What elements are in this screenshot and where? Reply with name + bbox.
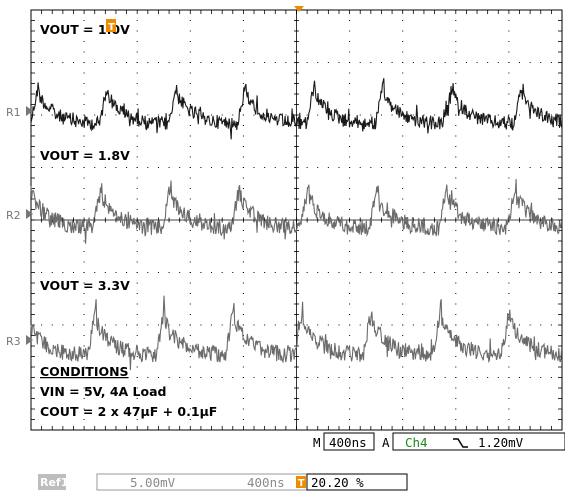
trigger-t-icon: T: [106, 19, 116, 33]
timebase-status-bar: M 400ns A Ch4 1.20mV: [313, 432, 565, 451]
trigger-position-marker-icon: [294, 6, 304, 12]
graticule: [30, 9, 563, 431]
timebase-box: [323, 432, 375, 451]
trace-label-r1: VOUT = 1.0V: [40, 22, 130, 37]
waveforms: [30, 78, 563, 371]
trigger-box: [392, 432, 565, 451]
trigger-channel: Ch4: [405, 435, 428, 450]
waveform-r3: [30, 295, 563, 371]
ref-scale: 5.00mV: [130, 475, 176, 490]
waveform-r2: [30, 178, 563, 244]
ref-marker-r1: R1: [6, 106, 33, 119]
trace-label-r3: VOUT = 3.3V: [40, 278, 130, 293]
conditions-title: CONDITIONS: [40, 364, 129, 379]
ref-label: Ref1: [40, 476, 68, 489]
trace-label-r2: VOUT = 1.8V: [40, 148, 130, 163]
trigger-position-icon: [296, 476, 306, 488]
conditions-vin: VIN = 5V, 4A Load: [40, 384, 166, 399]
waveform-r1: [30, 78, 563, 140]
ref-marker-r3: R3: [6, 335, 33, 348]
timebase-value: 400ns: [329, 435, 367, 450]
svg-text:R1: R1: [6, 106, 21, 119]
falling-edge-icon: [453, 438, 468, 448]
trigger-level: 1.20mV: [478, 435, 524, 450]
reference-status-bar: Ref1 5.00mV 400ns T 20.20 %: [38, 473, 408, 491]
ref-label-bg: [38, 474, 66, 490]
ref-trigger-position: 20.20 %: [311, 475, 364, 490]
trigger-mode: A: [382, 435, 390, 450]
svg-text:R2: R2: [6, 209, 21, 222]
timebase-mode: M: [313, 435, 321, 450]
conditions-cout: COUT = 2 x 47µF + 0.1µF: [40, 404, 217, 419]
ref-timebase: 400ns: [247, 475, 285, 490]
svg-text:T: T: [108, 22, 115, 33]
svg-text:T: T: [298, 478, 305, 489]
svg-text:R3: R3: [6, 335, 21, 348]
ref-marker-r2: R2: [6, 209, 33, 222]
